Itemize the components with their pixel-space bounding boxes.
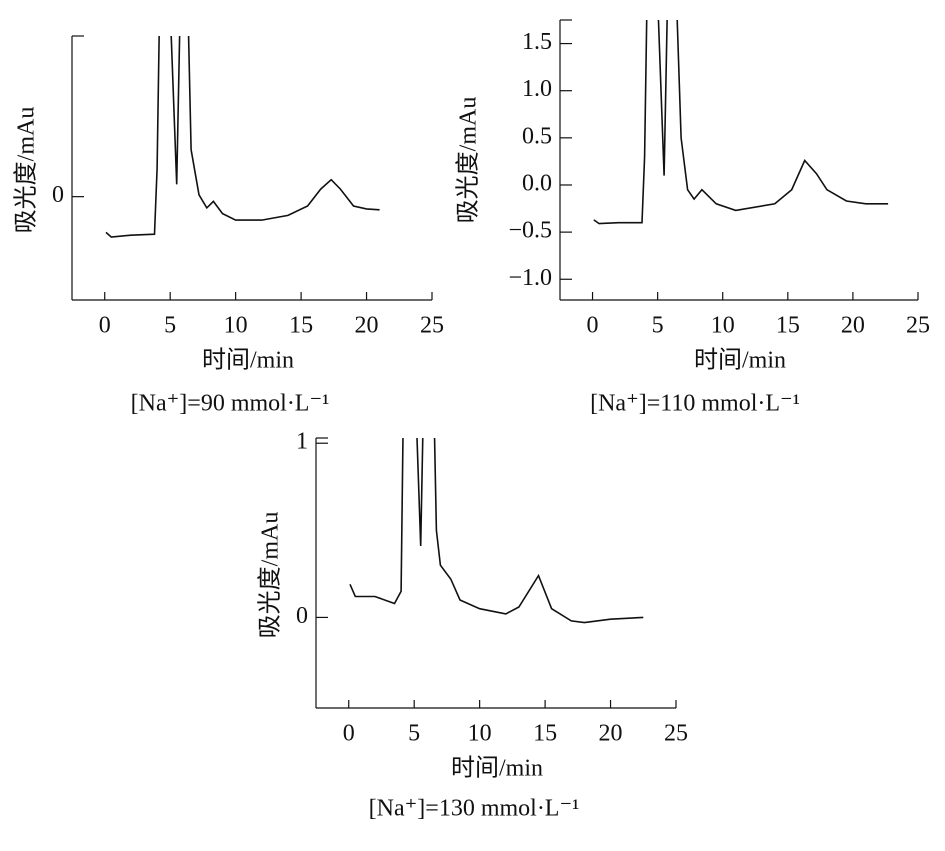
panel: 0 0 5 10 15 20 25 吸光度/mAu 时间/min [Na⁺]=90 mmol·L⁻… [13,35,444,417]
x-tick-label: 5 [652,313,664,339]
x-tick-label: 20 [841,313,865,339]
x-tick-label: 20 [355,313,379,339]
x-axis-label: 时间/min [694,347,786,374]
y-axis-label: 吸光度/mAu [257,512,284,639]
x-tick-label: 5 [164,313,176,339]
y-tick-label: 0.0 [522,170,552,196]
y-tick-label: −0.5 [508,218,552,244]
x-tick-label: 0 [343,721,355,747]
x-tick-label: 25 [906,313,930,339]
x-tick-label: 15 [533,721,557,747]
y-tick-label: −1.0 [508,265,552,291]
x-tick-label: 0 [99,313,111,339]
x-tick-label: 25 [420,313,444,339]
y-tick-label: 1.0 [522,76,552,102]
y-tick-label: 0 [296,603,308,629]
x-tick-label: 20 [599,721,623,747]
x-axis-label: 时间/min [202,347,294,374]
caption: [Na⁺]=110 mmol·L⁻¹ [590,391,800,417]
caption: [Na⁺]=90 mmol·L⁻¹ [131,391,330,417]
x-tick-label: 25 [664,721,688,747]
x-tick-label: 15 [289,313,313,339]
x-tick-label: 10 [224,313,248,339]
line [105,36,380,238]
y-tick-label: 1.5 [522,29,552,55]
y-axis-label: 吸光度/mAu [13,107,40,234]
panel: −1.0 −0.5 0.0 0.5 1.0 1.5 0 5 10 15 20 25 吸光度/mAu 时间/… [455,19,930,417]
x-tick-label: 10 [711,313,735,339]
line [349,438,644,624]
line [593,20,889,225]
x-tick-label: 0 [587,313,599,339]
x-tick-label: 5 [408,721,420,747]
y-axis-label: 吸光度/mAu [455,97,482,224]
y-tick-label: 0 [52,182,64,208]
x-tick-label: 10 [468,721,492,747]
y-tick-label: 1 [296,429,308,455]
x-axis-label: 时间/min [451,755,543,782]
caption: [Na⁺]=130 mmol·L⁻¹ [369,796,580,822]
y-tick-label: 0.5 [522,123,552,149]
x-tick-label: 15 [776,313,800,339]
